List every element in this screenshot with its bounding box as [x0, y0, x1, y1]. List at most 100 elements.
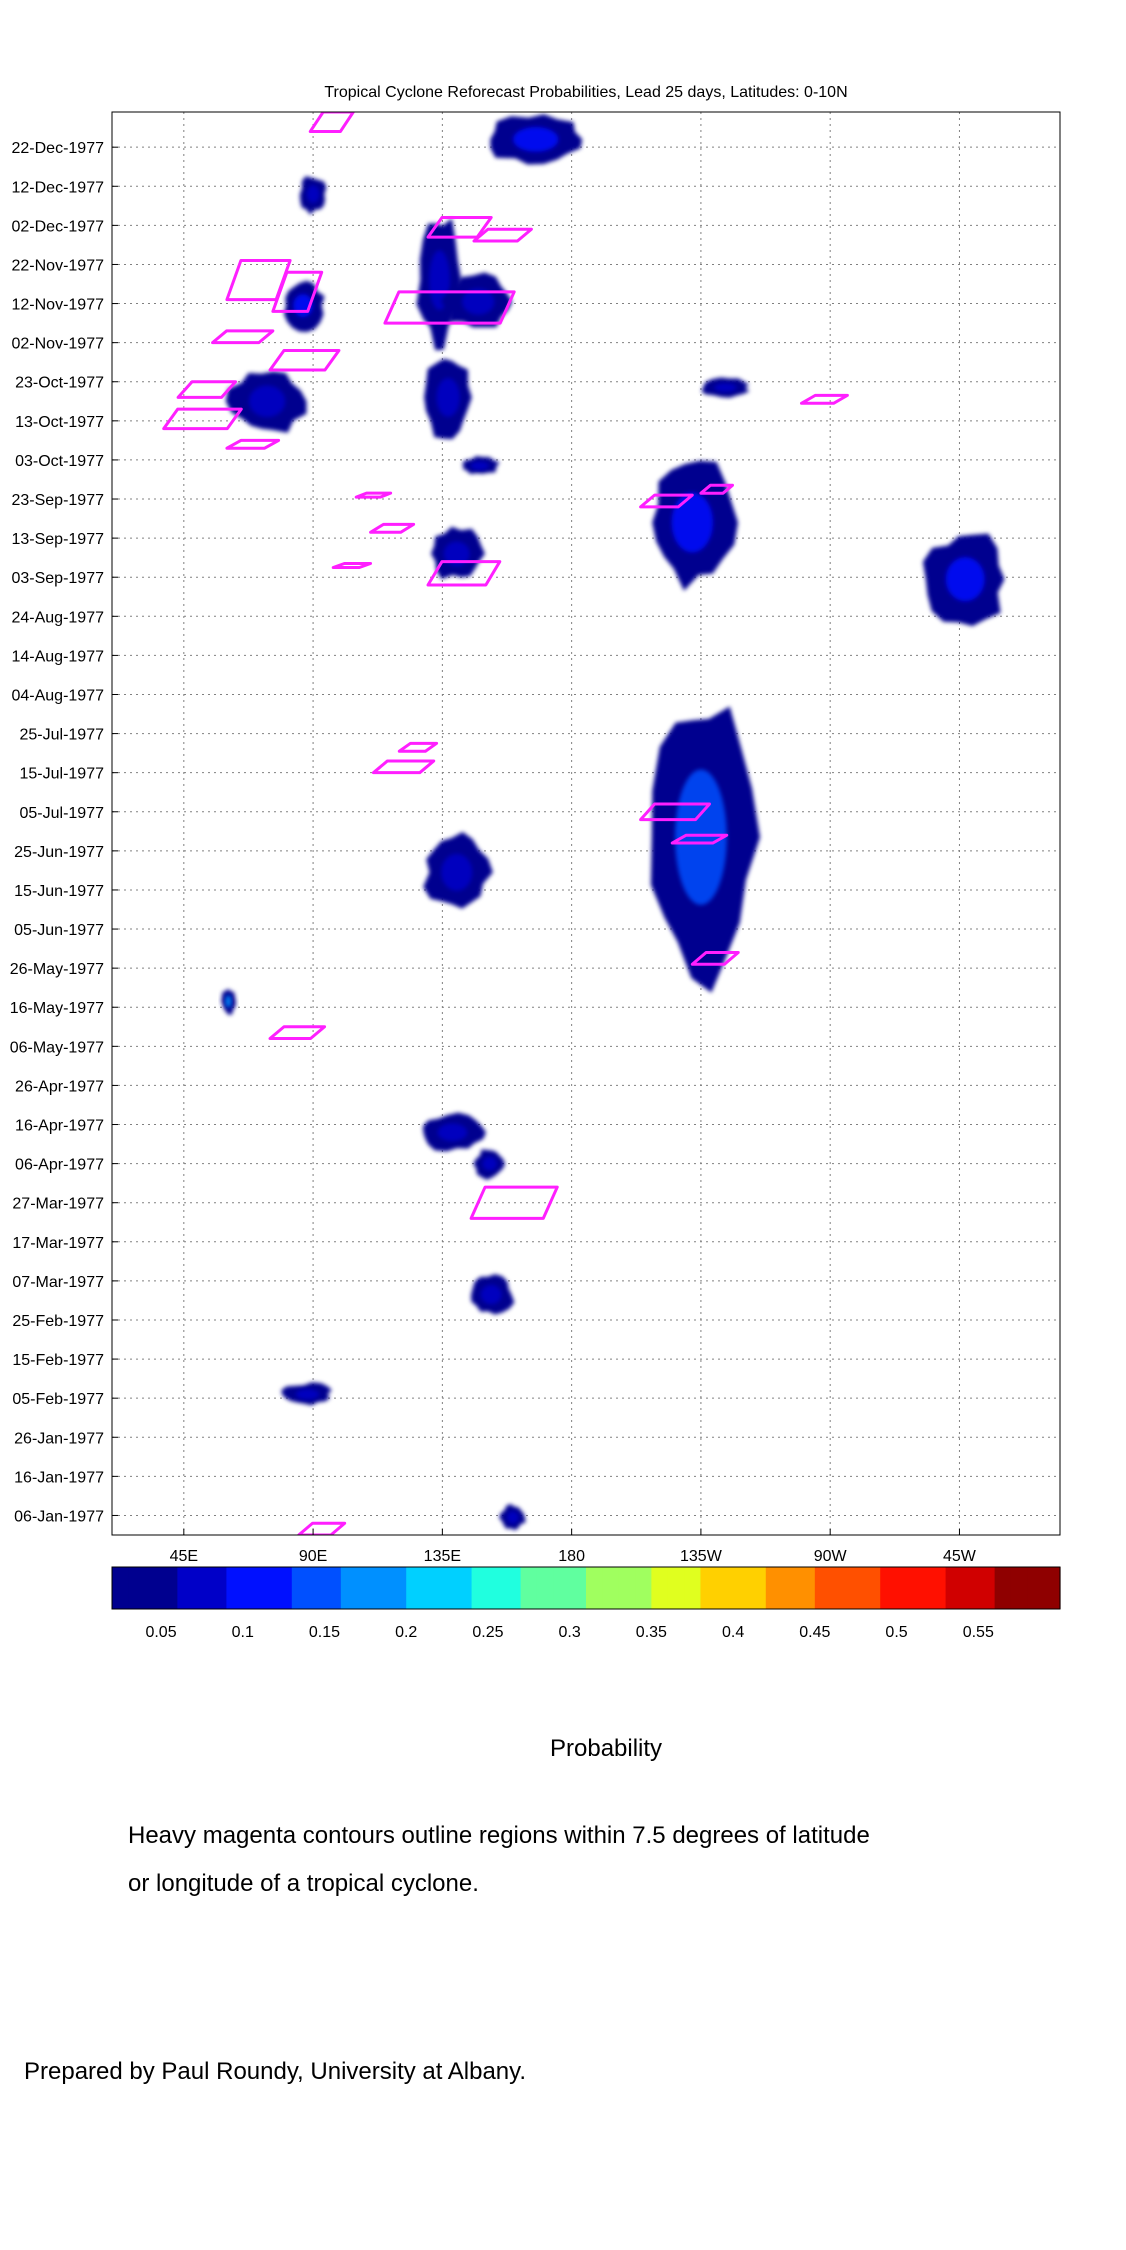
cyclone-contour	[331, 561, 373, 569]
y-tick-label: 22-Nov-1977	[12, 257, 105, 274]
probability-core	[470, 461, 489, 471]
cyclone-contour	[176, 380, 238, 399]
colorbar-tick-label: 0.3	[559, 1624, 581, 1641]
y-tick-label: 23-Sep-1977	[11, 492, 104, 509]
cyclone-contour	[670, 833, 729, 845]
colorbar-swatch	[536, 1567, 554, 1609]
chart-title: Tropical Cyclone Reforecast Probabilitie…	[324, 84, 847, 101]
probability-core	[225, 995, 232, 1008]
y-tick-label: 17-Mar-1977	[12, 1235, 104, 1252]
y-tick-label: 27-Mar-1977	[12, 1196, 104, 1213]
colorbar-swatch	[929, 1567, 947, 1609]
probability-core	[429, 250, 450, 311]
colorbar-swatch	[389, 1567, 407, 1609]
y-tick-label: 05-Jun-1977	[14, 922, 104, 939]
colorbar-swatch	[193, 1567, 211, 1609]
y-tick-label: 06-Jan-1977	[14, 1508, 104, 1525]
colorbar-swatch	[438, 1567, 456, 1609]
y-tick-label: 13-Sep-1977	[11, 531, 104, 548]
colorbar-swatch	[586, 1567, 603, 1609]
colorbar-swatch	[553, 1567, 571, 1609]
colorbar-swatch	[242, 1567, 260, 1609]
colorbar-swatch	[144, 1567, 162, 1609]
y-tick-label: 26-May-1977	[10, 961, 104, 978]
probability-core	[443, 541, 470, 567]
colorbar-tick-label: 0.2	[395, 1624, 417, 1641]
colorbar-swatch	[112, 1567, 129, 1609]
colorbar-swatch	[814, 1567, 832, 1609]
cyclone-contour	[268, 348, 341, 372]
x-tick-label: 135E	[424, 1548, 461, 1565]
x-tick-label: 90W	[814, 1548, 848, 1565]
y-tick-label: 03-Oct-1977	[15, 453, 104, 470]
colorbar-swatch	[504, 1567, 522, 1609]
colorbar-swatch	[210, 1567, 228, 1609]
cyclone-contour	[799, 393, 849, 405]
y-tick-label: 04-Aug-1977	[11, 687, 104, 704]
colorbar-swatch	[602, 1567, 620, 1609]
cyclone-contour	[297, 1521, 347, 1535]
cyclone-contour	[371, 759, 436, 775]
probability-core	[441, 853, 473, 891]
colorbar-tick-label: 0.55	[963, 1624, 994, 1641]
cyclone-contour	[426, 560, 502, 587]
probability-core	[945, 557, 985, 602]
colorbar-tick-label: 0.25	[472, 1624, 503, 1641]
colorbar-tick-label: 0.05	[145, 1624, 176, 1641]
y-tick-label: 02-Dec-1977	[12, 218, 105, 235]
colorbar-swatch	[978, 1567, 996, 1609]
cyclone-contour	[162, 407, 243, 431]
colorbar-swatch	[684, 1567, 702, 1609]
colorbar-swatch	[667, 1567, 685, 1609]
colorbar-swatch	[406, 1567, 424, 1609]
probability-core	[714, 383, 737, 393]
y-tick-label: 12-Dec-1977	[12, 179, 105, 196]
colorbar-swatch	[324, 1567, 342, 1609]
colorbar-ticks: 0.05 0.1 0.15 0.2 0.25 0.3 0.35 0.4 0.45 0.5 0.55	[145, 1624, 993, 1641]
y-axis-ticks: 06-Jan-1977 16-Jan-1977 26-Jan-1977 05-Feb-…	[10, 140, 118, 1525]
cyclone-contour	[271, 270, 324, 313]
colorbar-swatch	[340, 1567, 358, 1609]
colorbar-swatch	[765, 1567, 783, 1609]
colorbar-swatch	[651, 1567, 669, 1609]
colorbar-swatch	[863, 1567, 881, 1609]
colorbar-swatch	[569, 1567, 587, 1609]
y-tick-label: 22-Dec-1977	[12, 140, 105, 157]
colorbar-swatch	[961, 1567, 979, 1609]
y-tick-label: 06-Apr-1977	[15, 1157, 104, 1174]
probability-core	[295, 1388, 319, 1400]
cyclone-contour	[469, 1185, 559, 1220]
y-tick-label: 03-Sep-1977	[11, 570, 104, 587]
cyclone-contours	[162, 112, 849, 1535]
chart: Tropical Cyclone Reforecast Probabilitie…	[10, 84, 1061, 1641]
probability-core	[437, 1123, 468, 1142]
y-tick-label: 25-Feb-1977	[12, 1313, 104, 1330]
colorbar-swatch	[471, 1567, 489, 1609]
colorbar-swatch	[422, 1567, 440, 1609]
probability-core	[462, 288, 495, 315]
x-tick-label: 45W	[943, 1548, 977, 1565]
x-axis-ticks: 45E 90E 135E 180 135W 90W 45W	[170, 1529, 977, 1565]
y-tick-label: 24-Aug-1977	[11, 609, 104, 626]
colorbar-swatch	[716, 1567, 734, 1609]
colorbar-swatch	[161, 1567, 178, 1609]
probability-regions	[221, 114, 1005, 1531]
cyclone-contour	[354, 491, 393, 499]
caption: Heavy magenta contours outline regions w…	[128, 1812, 1028, 1908]
y-tick-label: 15-Feb-1977	[12, 1352, 104, 1369]
cyclone-contour	[639, 802, 712, 822]
colorbar-swatch	[798, 1567, 816, 1609]
y-tick-label: 15-Jul-1977	[20, 766, 105, 783]
colorbar-swatch	[373, 1567, 391, 1609]
colorbar-tick-label: 0.15	[309, 1624, 340, 1641]
colorbar-swatch	[912, 1567, 930, 1609]
probability-core	[482, 1156, 497, 1171]
colorbar-swatch	[831, 1567, 849, 1609]
colorbar-swatch	[618, 1567, 636, 1609]
y-tick-label: 05-Jul-1977	[20, 805, 105, 822]
probability-core	[671, 492, 713, 553]
y-tick-label: 16-May-1977	[10, 1000, 104, 1017]
colorbar-swatch	[291, 1567, 309, 1609]
colorbar-swatch	[749, 1567, 767, 1609]
y-tick-label: 16-Apr-1977	[15, 1118, 104, 1135]
